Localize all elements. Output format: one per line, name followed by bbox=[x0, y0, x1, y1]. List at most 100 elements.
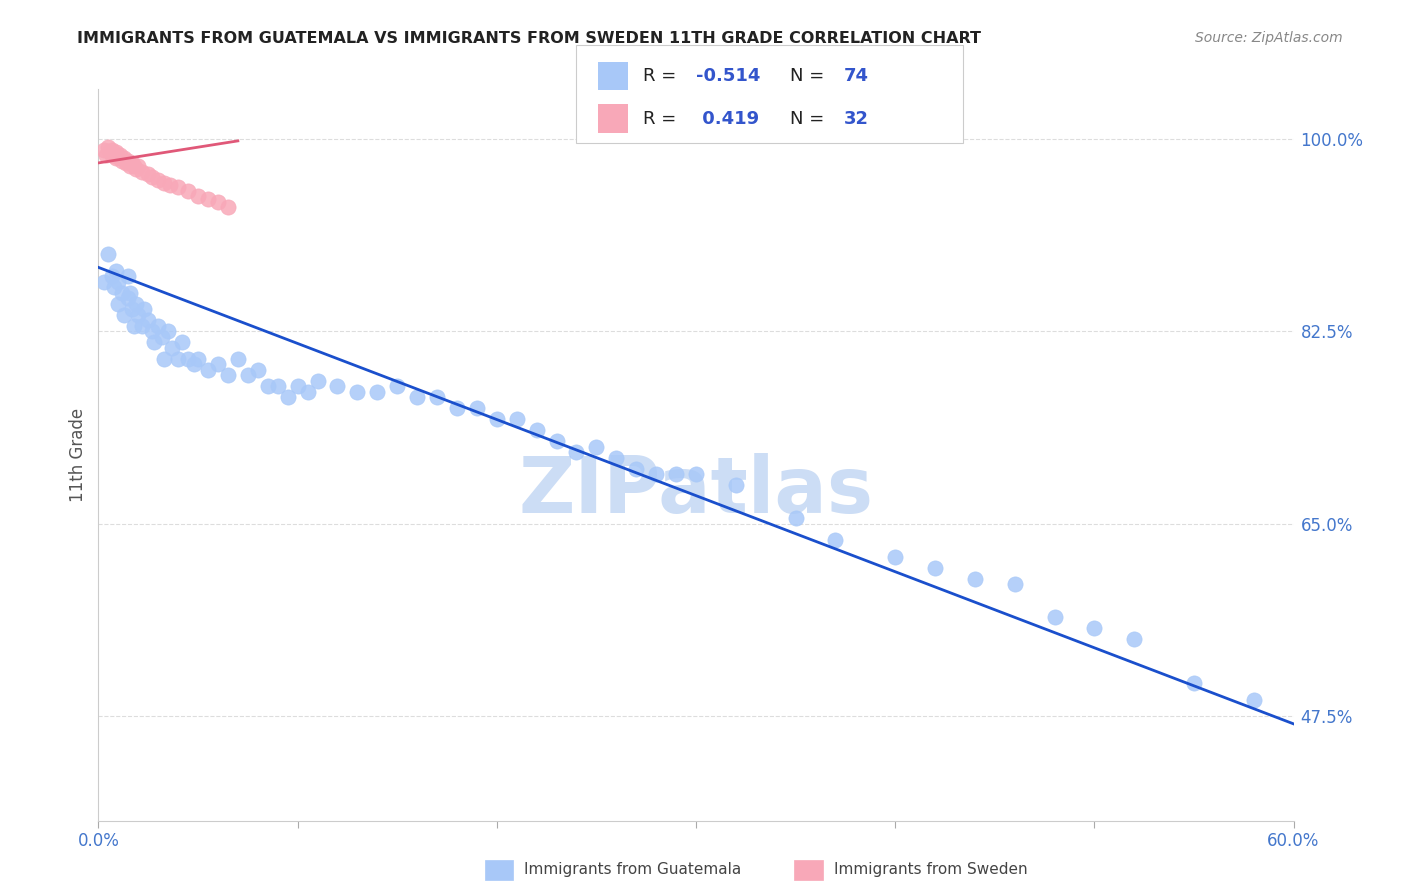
Point bbox=[385, 379, 409, 393]
Point bbox=[246, 362, 269, 376]
Point bbox=[1182, 676, 1205, 690]
Point bbox=[685, 467, 707, 482]
Point bbox=[785, 511, 807, 525]
Point bbox=[1043, 610, 1066, 624]
Point bbox=[112, 308, 135, 322]
Point bbox=[884, 549, 907, 564]
Text: R =: R = bbox=[643, 67, 682, 85]
Text: IMMIGRANTS FROM GUATEMALA VS IMMIGRANTS FROM SWEDEN 11TH GRADE CORRELATION CHART: IMMIGRANTS FROM GUATEMALA VS IMMIGRANTS … bbox=[77, 31, 981, 46]
Point bbox=[177, 185, 200, 199]
Point bbox=[1083, 621, 1105, 635]
Point bbox=[526, 423, 548, 437]
Point bbox=[565, 445, 588, 459]
Point bbox=[207, 357, 229, 371]
Point bbox=[148, 173, 170, 187]
Text: 0.419: 0.419 bbox=[696, 110, 759, 128]
Point bbox=[546, 434, 568, 449]
Point bbox=[465, 401, 488, 416]
Point bbox=[506, 412, 529, 426]
Point bbox=[120, 285, 142, 300]
Point bbox=[426, 390, 449, 404]
Point bbox=[121, 156, 143, 170]
Point bbox=[183, 357, 205, 371]
Point bbox=[131, 318, 153, 333]
Point bbox=[297, 384, 319, 399]
Point bbox=[115, 156, 138, 170]
Point bbox=[110, 148, 132, 162]
Point bbox=[121, 302, 143, 317]
Point bbox=[134, 302, 156, 317]
Point bbox=[125, 296, 148, 310]
Point bbox=[101, 143, 124, 157]
Point bbox=[136, 167, 159, 181]
Point bbox=[585, 440, 607, 454]
Point bbox=[112, 152, 135, 166]
Point bbox=[177, 351, 200, 366]
Point bbox=[256, 379, 278, 393]
Point bbox=[124, 318, 146, 333]
Point bbox=[131, 164, 153, 178]
Point bbox=[143, 335, 166, 350]
Point bbox=[150, 329, 173, 343]
Point bbox=[93, 143, 115, 157]
Point bbox=[197, 192, 219, 206]
Text: ZIPatlas: ZIPatlas bbox=[519, 453, 873, 530]
Point bbox=[326, 379, 349, 393]
Point bbox=[605, 450, 627, 465]
Point bbox=[159, 178, 181, 192]
Point bbox=[724, 478, 747, 492]
Point bbox=[1123, 632, 1146, 647]
Point bbox=[824, 533, 846, 548]
Point bbox=[287, 379, 309, 393]
Point bbox=[103, 280, 125, 294]
Point bbox=[485, 412, 508, 426]
Point bbox=[406, 390, 429, 404]
Point bbox=[1004, 577, 1026, 591]
Point bbox=[124, 159, 146, 173]
Point bbox=[97, 247, 120, 261]
Point bbox=[160, 341, 183, 355]
Point bbox=[103, 148, 125, 162]
Point bbox=[96, 148, 118, 162]
Point bbox=[93, 275, 115, 289]
Point bbox=[277, 390, 299, 404]
Point bbox=[187, 351, 209, 366]
Point bbox=[105, 145, 128, 159]
Point bbox=[172, 335, 194, 350]
Point bbox=[346, 384, 368, 399]
Point bbox=[267, 379, 290, 393]
Point bbox=[117, 153, 139, 168]
Y-axis label: 11th Grade: 11th Grade bbox=[69, 408, 87, 502]
Text: Immigrants from Sweden: Immigrants from Sweden bbox=[834, 863, 1028, 877]
Point bbox=[141, 324, 163, 338]
Point bbox=[167, 351, 190, 366]
Point bbox=[148, 318, 170, 333]
Point bbox=[107, 150, 129, 164]
Point bbox=[217, 368, 239, 383]
Text: 32: 32 bbox=[844, 110, 869, 128]
Point bbox=[125, 162, 148, 177]
Point bbox=[236, 368, 259, 383]
Text: N =: N = bbox=[790, 67, 830, 85]
Point bbox=[101, 148, 124, 162]
Point bbox=[153, 176, 176, 190]
Point bbox=[105, 263, 128, 277]
Point bbox=[665, 467, 688, 482]
Point bbox=[167, 180, 190, 194]
Point bbox=[105, 152, 128, 166]
Text: -0.514: -0.514 bbox=[696, 67, 761, 85]
Point bbox=[187, 189, 209, 203]
Point bbox=[107, 275, 129, 289]
Point bbox=[217, 200, 239, 214]
Point bbox=[153, 351, 176, 366]
Point bbox=[141, 170, 163, 185]
Point bbox=[307, 374, 329, 388]
Text: Immigrants from Guatemala: Immigrants from Guatemala bbox=[524, 863, 742, 877]
Point bbox=[366, 384, 388, 399]
Point bbox=[136, 313, 159, 327]
Point bbox=[107, 296, 129, 310]
Point bbox=[1243, 692, 1265, 706]
Point bbox=[117, 269, 139, 284]
Point bbox=[197, 362, 219, 376]
Point bbox=[157, 324, 180, 338]
